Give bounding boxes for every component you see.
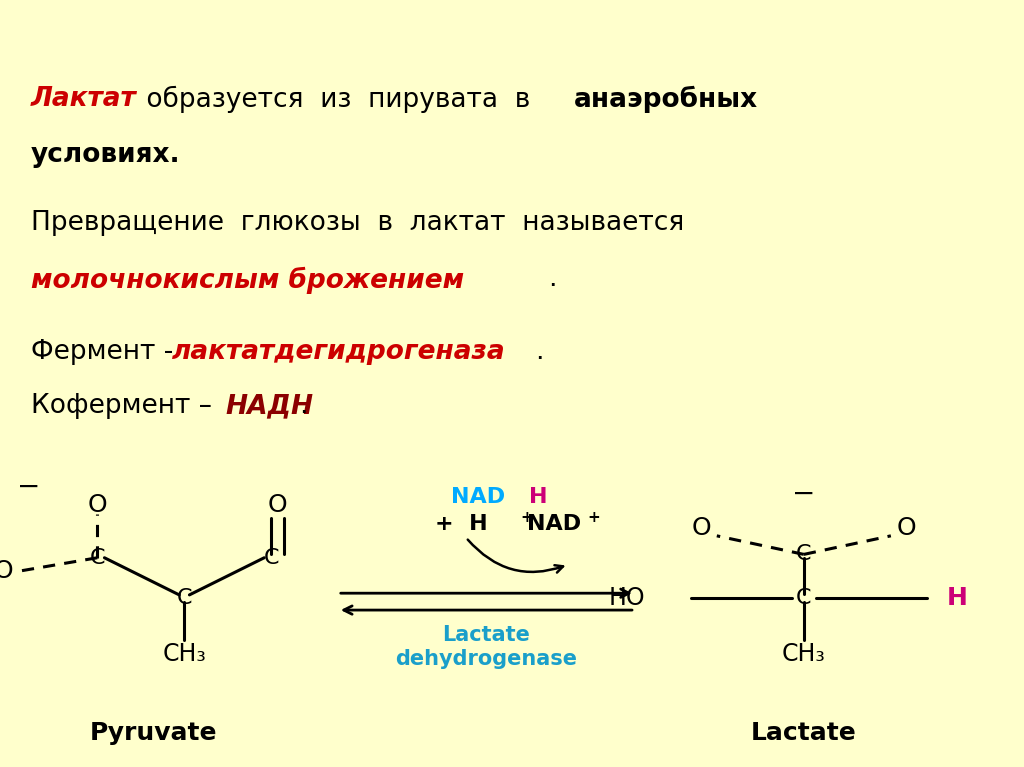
Text: .: .: [548, 266, 556, 292]
Text: условиях.: условиях.: [31, 142, 180, 168]
Text: анаэробных: анаэробных: [573, 86, 758, 113]
Text: .: .: [299, 393, 307, 419]
Text: NAD: NAD: [451, 487, 505, 507]
Text: H: H: [529, 487, 548, 507]
Text: O: O: [896, 516, 916, 541]
Text: лактатдегидрогеназа: лактатдегидрогеназа: [172, 339, 506, 365]
Text: образуется  из  пирувата  в: образуется из пирувата в: [138, 86, 547, 114]
Text: Pyruvate: Pyruvate: [90, 721, 217, 746]
Text: C: C: [796, 588, 812, 608]
Text: H: H: [947, 586, 968, 611]
Text: C: C: [796, 545, 812, 565]
FancyArrowPatch shape: [468, 540, 563, 573]
Text: O: O: [691, 516, 712, 541]
Text: C: C: [263, 548, 280, 568]
Text: CH₃: CH₃: [782, 642, 825, 666]
Text: Превращение  глюкозы  в  лактат  называется: Превращение глюкозы в лактат называется: [31, 210, 684, 236]
Text: Lactate: Lactate: [751, 721, 857, 746]
Text: O: O: [87, 493, 108, 518]
Text: Лактат: Лактат: [31, 86, 136, 112]
Text: O: O: [267, 493, 288, 518]
Text: +  H: + H: [435, 514, 487, 534]
Text: .: .: [536, 339, 544, 365]
Text: HO: HO: [608, 586, 645, 611]
Text: молочнокислым брожением: молочнокислым брожением: [31, 266, 464, 294]
Text: Фермент -: Фермент -: [31, 339, 181, 365]
Text: dehydrogenase: dehydrogenase: [395, 649, 578, 669]
Text: Lactate: Lactate: [442, 625, 530, 645]
Text: +: +: [588, 510, 600, 525]
Text: −: −: [793, 479, 815, 508]
Text: NAD: NAD: [527, 514, 582, 534]
Text: −: −: [17, 473, 40, 501]
Text: Кофермент –: Кофермент –: [31, 393, 220, 419]
Text: НАДН: НАДН: [225, 393, 313, 419]
Text: CH₃: CH₃: [163, 642, 206, 666]
Text: +: +: [520, 510, 532, 525]
Text: C: C: [89, 548, 105, 568]
Text: C: C: [176, 588, 193, 608]
Text: O: O: [0, 559, 13, 583]
